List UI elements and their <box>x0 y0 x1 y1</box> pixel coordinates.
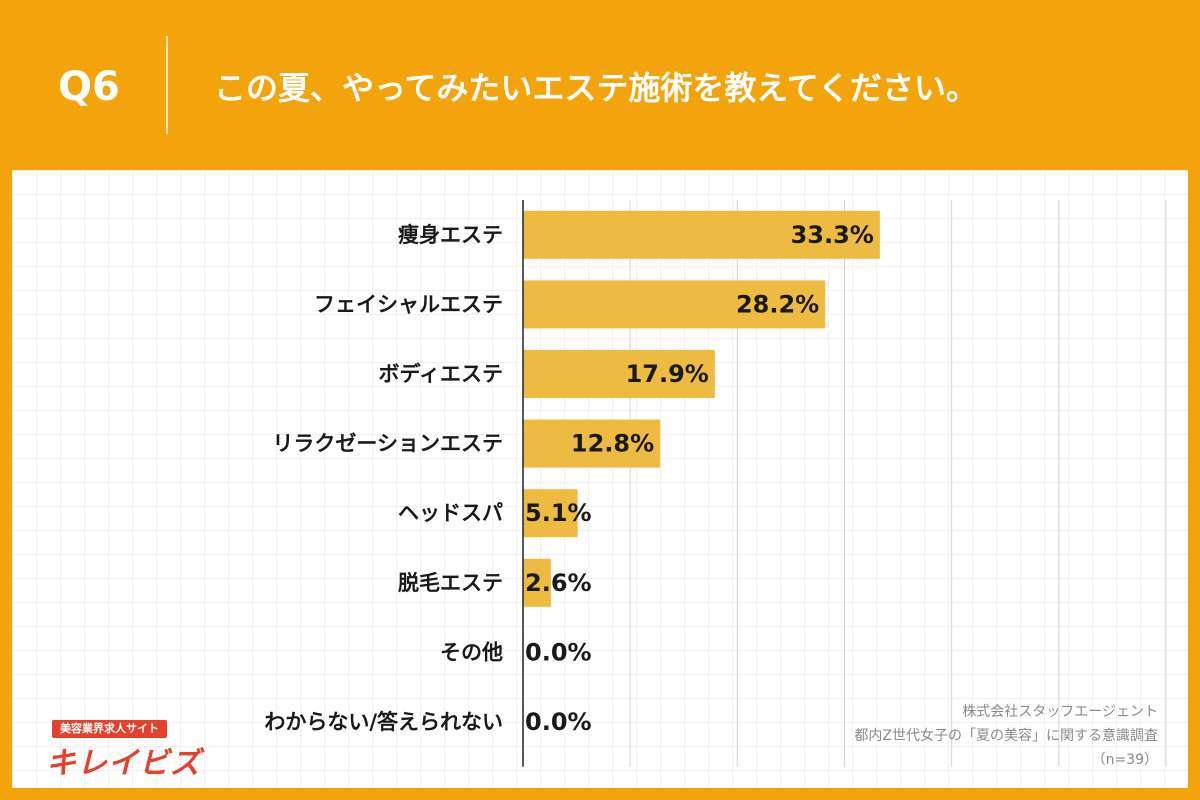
category-label: ボディエステ <box>378 362 503 386</box>
bar <box>523 280 826 329</box>
bar <box>523 558 551 607</box>
value-label: 0.0% <box>525 708 592 736</box>
value-label: 12.8% <box>571 430 654 458</box>
value-label: 33.3% <box>791 221 874 249</box>
category-label: 脱毛エステ <box>398 571 503 595</box>
value-label: 17.9% <box>626 360 709 388</box>
bar <box>523 210 880 259</box>
question-text: この夏、やってみたいエステ施術を教えてください。 <box>214 69 978 107</box>
category-label: リラクゼーションエステ <box>272 432 503 456</box>
value-label: 2.6% <box>525 569 592 597</box>
bar-chart: 痩身エステ 33.3% フェイシャルエステ 28.2% ボディエステ 17.9% リラクゼー… <box>264 200 1167 767</box>
value-label: 5.1% <box>525 499 592 527</box>
header-divider <box>166 36 168 134</box>
category-label: ヘッドスパ <box>398 501 503 525</box>
question-number: Q6 <box>58 64 120 110</box>
source-sample: （n=39） <box>1091 752 1158 768</box>
source-company: 株式会社スタッフエージェント <box>962 704 1158 720</box>
source-survey: 都内Z世代女子の「夏の美容」に関する意識調査 <box>854 728 1158 744</box>
chart-panel: 痩身エステ 33.3% フェイシャルエステ 28.2% ボディエステ 17.9% リラクゼー… <box>12 170 1188 788</box>
category-label: その他 <box>440 640 503 664</box>
logo-badge: 美容業界求人サイト <box>52 720 167 738</box>
category-label: フェイシャルエステ <box>314 292 503 316</box>
category-label: わからない/答えられない <box>264 710 503 734</box>
kireibiz-logo: 美容業界求人サイト キレイビズ <box>38 720 228 781</box>
bar <box>523 489 578 538</box>
value-label: 28.2% <box>736 290 819 318</box>
source-note: 株式会社スタッフエージェント 都内Z世代女子の「夏の美容」に関する意識調査 （n… <box>854 700 1158 772</box>
bar <box>523 350 715 398</box>
question-header: Q6 この夏、やってみたいエステ施術を教えてください。 <box>0 0 1200 170</box>
category-label: 痩身エステ <box>398 223 503 247</box>
value-label: 0.0% <box>525 638 592 666</box>
logo-name: キレイビズ <box>46 746 201 781</box>
bar <box>523 419 661 468</box>
